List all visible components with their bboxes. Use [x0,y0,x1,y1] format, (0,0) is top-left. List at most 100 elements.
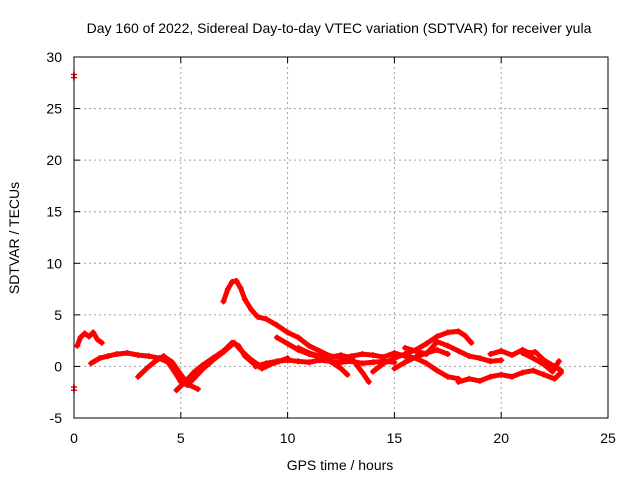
data-point [412,347,419,354]
data-point [241,296,248,303]
data-point [190,375,197,382]
data-point [498,371,505,378]
data-point [135,373,142,380]
data-point [237,285,244,292]
data-point [90,329,97,336]
data-point [173,387,180,394]
data-point [273,334,280,341]
data-point [254,313,261,320]
data-point [402,344,409,351]
data-point [295,334,302,341]
data-point [284,340,291,347]
data-point [220,298,227,305]
data-point [229,278,236,285]
data-point [444,351,451,358]
data-point [190,369,197,376]
data-point [391,365,398,372]
data-point [338,355,344,362]
data-point [295,358,302,365]
series-track-15 [519,350,562,375]
data-point [476,377,483,384]
data-point [77,334,84,341]
data-point [412,354,419,361]
data-point [220,347,227,354]
data-point [252,363,259,370]
data-point [235,342,242,349]
series-track-5 [220,277,355,362]
chart-title: Day 160 of 2022, Sidereal Day-to-day VTE… [87,20,592,36]
data-point [94,336,101,343]
x-axis-label: GPS time / hours [287,457,394,473]
data-point [263,315,270,322]
data-point [434,367,441,374]
series-track-1 [74,329,105,349]
data-point [476,355,483,362]
y-tick-label: 15 [46,204,62,220]
plot-frame [73,56,609,419]
data-point [81,330,88,337]
data-point [423,360,430,367]
data-point [359,360,366,367]
data-point [549,368,556,375]
data-point [444,342,451,349]
data-point [96,355,103,362]
data-point [380,354,387,361]
data-point [295,344,302,351]
y-tick-label: -5 [50,410,63,426]
data-point [305,342,312,349]
data-point [468,339,475,346]
data-point [370,359,377,366]
data-point [152,358,159,365]
data-point [365,378,372,385]
data-point [444,329,451,336]
data-point [229,339,236,346]
data-point [434,333,441,340]
x-tick-label: 10 [280,430,296,446]
data-point [402,359,409,366]
data-point [508,352,515,359]
data-point [113,351,120,358]
data-point [519,369,526,376]
x-tick-label: 5 [177,430,185,446]
data-point [370,352,377,359]
data-point [124,350,131,357]
x-tick-label: 0 [70,430,78,446]
y-tick-label: 10 [46,255,62,271]
data-point [498,347,505,354]
data-point [466,353,473,360]
data-point [348,353,355,360]
data-point [88,360,95,367]
y-axis-label: SDTVAR / TECUs [6,182,22,294]
data-point [248,306,255,313]
data-point [209,355,216,362]
data-point [305,350,312,357]
data-point [160,353,167,360]
y-tick-label: 30 [46,49,62,65]
data-point [135,352,142,359]
data-point [532,348,539,355]
y-tick-label: 25 [46,101,62,117]
data-point [359,369,366,376]
data-point [434,346,441,353]
data-point [540,361,547,368]
data-point [391,350,398,357]
data-point [105,353,112,360]
plot-data [71,71,565,394]
series-track-3 [135,353,201,393]
x-tick-label: 15 [387,430,403,446]
data-point [466,375,473,382]
data-point [508,373,515,380]
data-point [359,351,366,358]
y-tick-label: 0 [54,358,62,374]
data-point [461,332,468,339]
data-point [316,353,323,360]
data-point [455,347,462,354]
data-point [487,358,494,365]
data-point [530,355,537,362]
data-point [305,359,312,366]
data-point [498,357,505,364]
data-point [423,350,430,357]
x-tick-label: 25 [600,430,616,446]
y-tick-label: 20 [46,152,62,168]
data-point [316,347,323,354]
